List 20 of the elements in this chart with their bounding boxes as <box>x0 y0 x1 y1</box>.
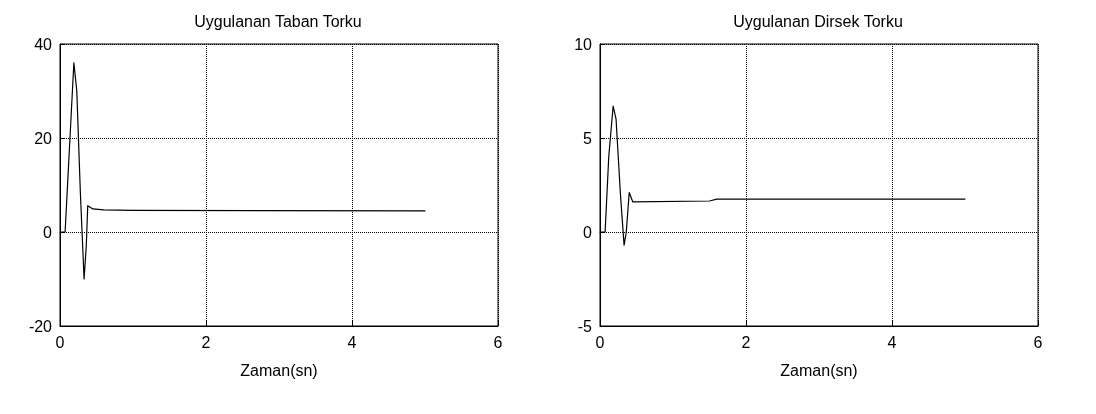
y-tick-label: 40 <box>34 35 53 53</box>
y-tick-label: -5 <box>577 317 593 335</box>
y-tick-label: 5 <box>583 129 593 147</box>
x-tick-label: 0 <box>55 333 65 351</box>
x-tick-label: 0 <box>595 333 605 351</box>
y-tick-label: -20 <box>28 317 53 335</box>
y-tick-label: 10 <box>574 35 593 53</box>
y-tick-label: 20 <box>34 129 53 147</box>
chart-title: Uygulanan Taban Torku <box>194 12 362 30</box>
y-tick-label: 0 <box>583 223 593 241</box>
x-tick-label: 6 <box>1033 333 1043 351</box>
chart-title: Uygulanan Dirsek Torku <box>733 12 903 30</box>
x-tick-label: 4 <box>887 333 897 351</box>
x-tick-label: 2 <box>201 333 211 351</box>
x-tick-label: 2 <box>741 333 751 351</box>
x-tick-label: 4 <box>347 333 357 351</box>
x-tick-label: 6 <box>493 333 503 351</box>
y-tick-label: 0 <box>43 223 53 241</box>
x-axis-title: Zaman(sn) <box>240 361 318 379</box>
x-axis-title: Zaman(sn) <box>780 361 858 379</box>
